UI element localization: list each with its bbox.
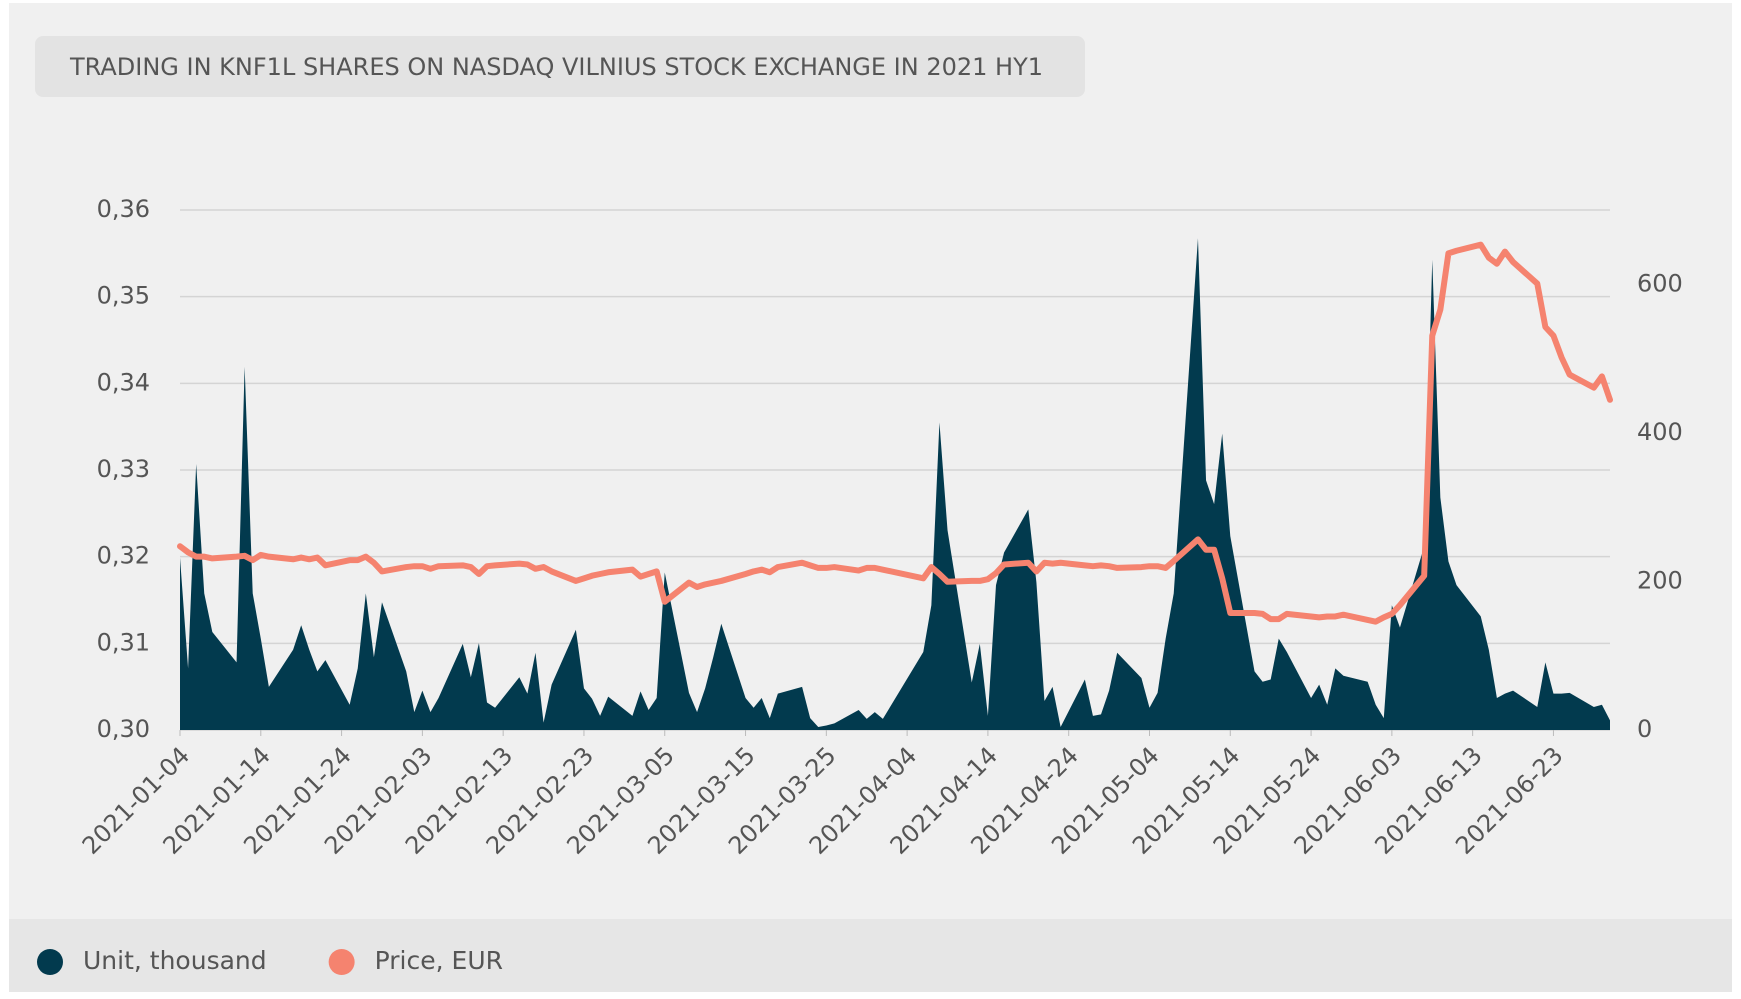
y-tick-label: 0,30 bbox=[97, 715, 150, 743]
y-tick-label: 0,36 bbox=[97, 195, 150, 223]
area bbox=[180, 238, 1610, 730]
line bbox=[177, 241, 1613, 625]
y-tick-label: 0,33 bbox=[97, 455, 150, 483]
legend-bar bbox=[9, 919, 1732, 992]
y2-tick-label: 0 bbox=[1637, 715, 1652, 743]
y-tick-label: 0,31 bbox=[97, 628, 150, 656]
y2-tick-label: 600 bbox=[1637, 269, 1683, 297]
y2-tick-label: 200 bbox=[1637, 566, 1683, 594]
legend-marker bbox=[37, 949, 63, 975]
y-tick-label: 0,35 bbox=[97, 282, 150, 310]
y2-tick-label: 400 bbox=[1637, 418, 1683, 446]
y-tick-label: 0,34 bbox=[97, 368, 150, 396]
legend-marker bbox=[328, 949, 355, 975]
chart-panel bbox=[9, 3, 1732, 919]
chart-title: TRADING IN KNF1L SHARES ON NASDAQ VILNIU… bbox=[69, 53, 1043, 81]
y-tick-label: 0,32 bbox=[97, 542, 150, 570]
legend-label: Unit, thousand bbox=[83, 946, 267, 975]
legend-label: Price, EUR bbox=[375, 946, 503, 975]
title-box bbox=[35, 36, 1085, 97]
